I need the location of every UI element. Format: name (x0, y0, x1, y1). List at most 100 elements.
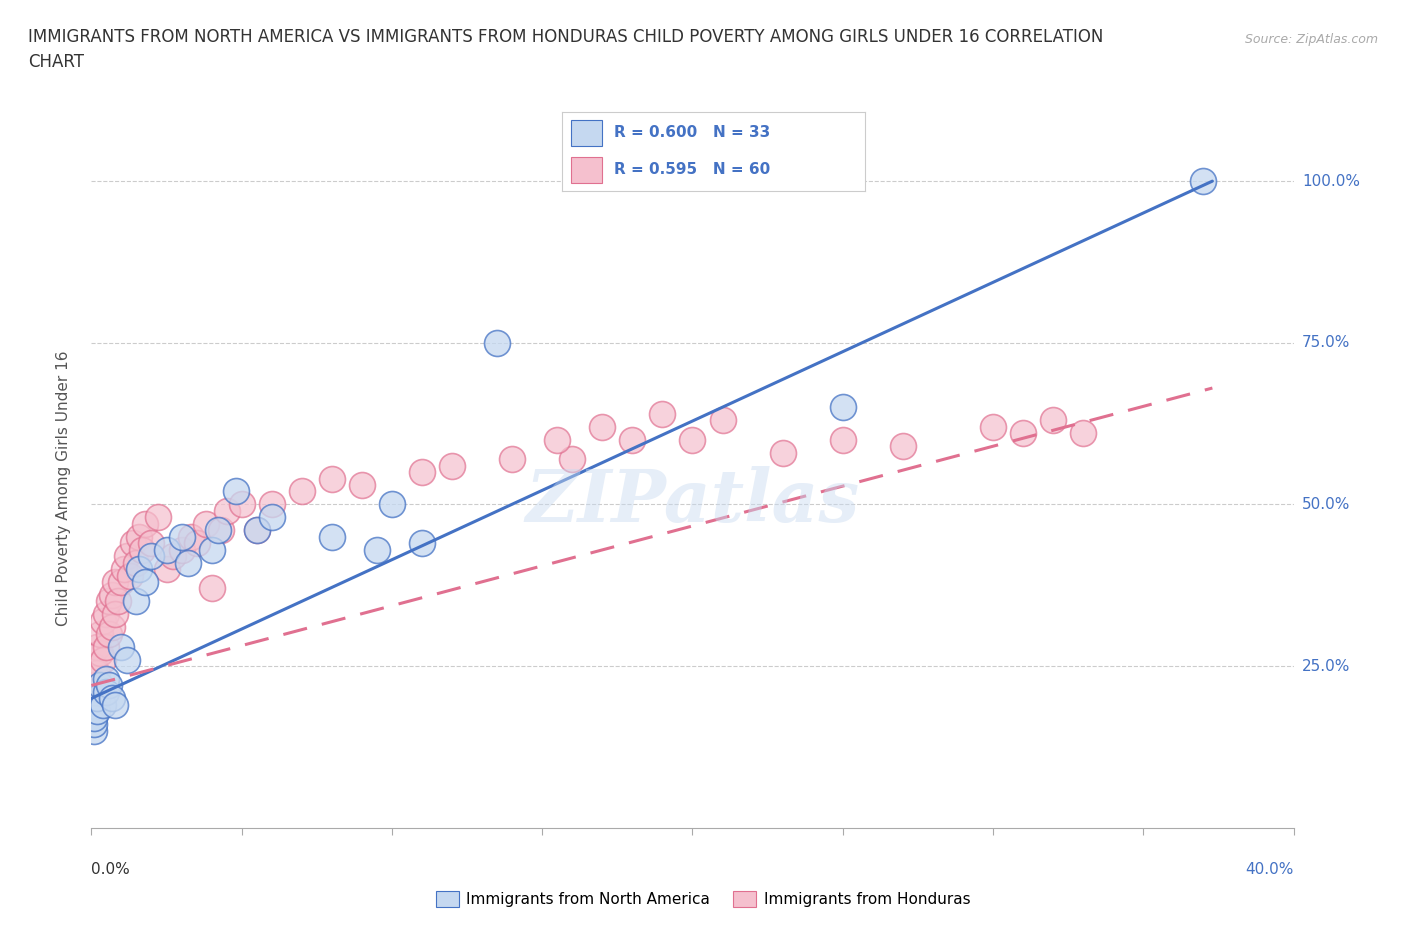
Text: 100.0%: 100.0% (1302, 174, 1360, 189)
Point (411, 465, 433, 480)
Point (591, 419, 613, 434)
Point (711, 413, 734, 428)
Point (209, 523, 232, 538)
Point (201, 581, 224, 596)
Point (381, 497, 404, 512)
Point (194, 516, 217, 531)
Point (89, 678, 111, 693)
Point (215, 503, 238, 518)
Point (122, 536, 145, 551)
Point (117, 652, 139, 667)
Point (93, 652, 115, 667)
Point (651, 406, 673, 421)
Point (141, 549, 163, 564)
Point (170, 542, 193, 557)
Point (131, 542, 153, 557)
Point (125, 594, 148, 609)
Point (501, 452, 523, 467)
Point (231, 497, 253, 512)
Text: ZIPatlas: ZIPatlas (526, 466, 859, 538)
Point (101, 619, 124, 634)
Point (120, 568, 142, 583)
Point (83, 678, 105, 693)
Point (98, 594, 121, 609)
Point (321, 529, 343, 544)
Point (134, 575, 156, 590)
Point (86, 704, 108, 719)
FancyBboxPatch shape (571, 156, 602, 182)
Point (260, 510, 283, 525)
Point (155, 542, 177, 557)
Point (207, 523, 229, 538)
Point (83, 658, 105, 673)
Point (186, 536, 208, 551)
Text: 0.0%: 0.0% (91, 862, 131, 877)
Point (1042, 413, 1064, 428)
Point (291, 484, 314, 498)
Point (486, 336, 509, 351)
Point (621, 432, 644, 447)
Point (891, 439, 914, 454)
Point (86, 665, 108, 680)
Point (146, 510, 169, 525)
Point (98, 678, 121, 693)
Point (225, 484, 247, 498)
Point (440, 458, 463, 473)
Point (772, 445, 794, 460)
Point (546, 432, 568, 447)
Point (114, 562, 136, 577)
Point (83, 724, 105, 738)
Point (321, 472, 343, 486)
Point (981, 419, 1004, 434)
Point (831, 432, 853, 447)
Point (180, 529, 202, 544)
Text: 40.0%: 40.0% (1246, 862, 1294, 877)
Point (101, 691, 124, 706)
Point (561, 452, 583, 467)
Point (162, 549, 184, 564)
Point (83, 711, 105, 725)
Text: R = 0.595   N = 60: R = 0.595 N = 60 (614, 162, 770, 178)
Point (110, 575, 132, 590)
Point (96, 684, 118, 699)
Text: 75.0%: 75.0% (1302, 336, 1350, 351)
Legend: Immigrants from North America, Immigrants from Honduras: Immigrants from North America, Immigrant… (430, 884, 976, 913)
Point (128, 529, 150, 544)
Text: Source: ZipAtlas.com: Source: ZipAtlas.com (1244, 33, 1378, 46)
Point (96, 607, 118, 622)
Point (86, 639, 108, 654)
Point (117, 549, 139, 564)
Point (134, 516, 156, 531)
Point (201, 542, 224, 557)
Point (101, 588, 124, 603)
FancyBboxPatch shape (571, 120, 602, 146)
Point (411, 536, 433, 551)
Text: IMMIGRANTS FROM NORTH AMERICA VS IMMIGRANTS FROM HONDURAS CHILD POVERTY AMONG GI: IMMIGRANTS FROM NORTH AMERICA VS IMMIGRA… (28, 28, 1104, 71)
Point (1071, 426, 1094, 441)
Text: 50.0%: 50.0% (1302, 497, 1350, 512)
Point (350, 478, 373, 493)
Point (176, 555, 198, 570)
Point (1012, 426, 1035, 441)
Text: R = 0.600   N = 33: R = 0.600 N = 33 (614, 125, 770, 140)
Point (260, 497, 283, 512)
Point (246, 523, 269, 538)
Point (104, 698, 127, 712)
Point (89, 626, 111, 641)
Point (83, 717, 105, 732)
Point (93, 698, 115, 712)
Point (110, 639, 132, 654)
Point (170, 529, 193, 544)
Point (98, 626, 121, 641)
Point (681, 432, 703, 447)
Point (104, 607, 127, 622)
Point (246, 523, 269, 538)
Point (96, 639, 118, 654)
Point (1192, 174, 1215, 189)
Point (96, 671, 118, 686)
Point (93, 614, 115, 629)
Y-axis label: Child Poverty Among Girls Under 16: Child Poverty Among Girls Under 16 (56, 351, 70, 626)
Point (86, 691, 108, 706)
Point (128, 562, 150, 577)
Point (89, 645, 111, 660)
